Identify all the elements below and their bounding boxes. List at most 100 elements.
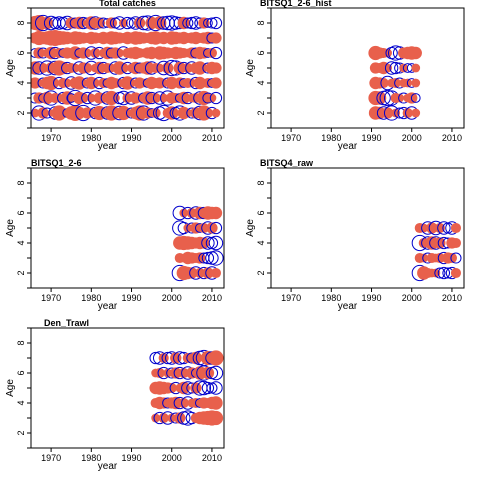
residual-point [409, 46, 422, 60]
residual-point [90, 78, 100, 88]
y-tick-label: 6 [16, 210, 26, 215]
residual-point [383, 48, 392, 58]
residual-point [194, 267, 205, 279]
residual-point [411, 63, 421, 73]
residual-point [151, 413, 161, 423]
residual-point [52, 16, 66, 30]
residual-point [391, 108, 401, 118]
residual-point [185, 16, 198, 30]
residual-point [209, 381, 223, 395]
residual-point [158, 397, 170, 409]
residual-point [201, 31, 215, 45]
residual-point [210, 62, 222, 74]
residual-point [140, 61, 155, 75]
residual-point [437, 266, 451, 280]
x-tick-label: 1980 [321, 133, 341, 143]
x-tick-label: 2000 [162, 293, 182, 303]
y-tick-label: 8 [16, 20, 26, 25]
x-tick-label: 1990 [362, 133, 382, 143]
residual-point [183, 108, 193, 118]
chart-panel: 1970 1980 1990 2000 2010 2 4 6 8 BITSQ1_2-6_histy… [245, 0, 465, 152]
plot-frame [270, 7, 465, 129]
residual-point [402, 107, 413, 119]
y-axis-label: Age [5, 219, 16, 237]
x-axis-label: year [338, 301, 358, 312]
y-tick-label: 6 [256, 210, 266, 215]
y-axis-label: Age [5, 379, 16, 397]
residual-point [131, 105, 148, 121]
residual-point [40, 91, 54, 105]
residual-point [411, 108, 421, 118]
residual-point [199, 63, 209, 73]
residual-point [158, 412, 169, 424]
residual-point [178, 397, 189, 409]
x-tick-label: 1970 [281, 133, 301, 143]
residual-point [159, 78, 169, 88]
residual-point [210, 77, 222, 89]
residual-point [177, 381, 190, 395]
x-axis-label: year [338, 141, 358, 152]
x-tick-label: 1970 [41, 293, 61, 303]
residual-point [206, 47, 217, 59]
residual-point [33, 47, 45, 59]
residual-point [121, 16, 134, 30]
residual-point [179, 208, 189, 218]
residual-point [434, 222, 445, 234]
residual-point [210, 267, 222, 279]
residual-point [431, 268, 441, 278]
residual-point [202, 267, 214, 279]
residual-point [208, 365, 224, 381]
residual-point [177, 91, 190, 105]
residual-point [208, 350, 224, 366]
residual-point [209, 206, 223, 220]
residual-point [384, 61, 399, 75]
residual-point [211, 108, 221, 118]
residual-point [437, 221, 451, 235]
residual-point [208, 410, 224, 426]
residual-point [90, 47, 101, 59]
residual-point [411, 78, 421, 88]
y-tick-label: 8 [256, 180, 266, 185]
y-tick-label: 2 [256, 270, 266, 275]
x-tick-label: 1970 [41, 133, 61, 143]
residual-point [133, 17, 146, 29]
residual-point [105, 17, 118, 29]
x-tick-label: 1980 [81, 453, 101, 463]
residual-point [78, 78, 88, 88]
y-axis-label: Age [245, 219, 256, 237]
y-tick-label: 6 [16, 50, 26, 55]
x-tick-label: 2010 [442, 293, 462, 303]
y-tick-label: 4 [16, 240, 26, 245]
y-tick-label: 2 [16, 270, 26, 275]
x-tick-label: 1970 [281, 293, 301, 303]
y-tick-label: 4 [256, 240, 266, 245]
residual-point [159, 93, 169, 103]
residual-point [129, 61, 142, 75]
x-tick-label: 1990 [362, 293, 382, 303]
residual-point [450, 222, 462, 234]
residual-point [170, 367, 182, 379]
x-tick-label: 2010 [442, 133, 462, 143]
y-tick-label: 8 [16, 340, 26, 345]
residual-point [101, 46, 114, 60]
x-tick-label: 2000 [162, 453, 182, 463]
residual-point [178, 367, 189, 379]
chart-panel: 1970 1980 1990 2000 2010 2 4 6 8 Total catches yea… [5, 0, 225, 152]
residual-point [190, 382, 202, 394]
residual-point [86, 93, 96, 103]
x-tick-label: 2010 [202, 453, 222, 463]
points-group [171, 205, 224, 282]
residual-point [450, 252, 462, 264]
x-tick-label: 1980 [81, 133, 101, 143]
points-group [368, 45, 422, 121]
residual-point [169, 396, 182, 410]
residual-point [203, 18, 213, 28]
residual-point [127, 78, 136, 88]
residual-point [140, 91, 155, 105]
panel-title: BITSQ1_2-6_hist [260, 0, 332, 8]
residual-point [173, 61, 186, 75]
x-tick-label: 1970 [41, 453, 61, 463]
y-tick-label: 2 [16, 110, 26, 115]
residual-point [208, 250, 224, 266]
